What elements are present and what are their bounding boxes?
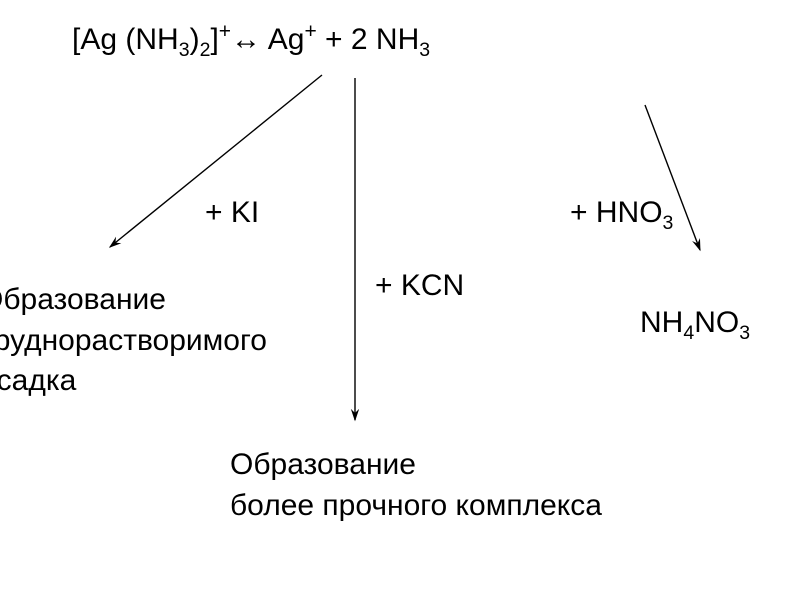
product-nh-sub: 3	[419, 39, 430, 61]
hno3-sub3: 3	[663, 212, 674, 234]
nh4-sub4: 4	[683, 322, 694, 344]
equilibrium-arrow: ↔	[231, 23, 261, 56]
paren-open: (	[117, 23, 135, 56]
metal-ag: Ag	[80, 23, 117, 56]
ligand-sub-3: 3	[179, 39, 190, 61]
label-complex-l2: более прочного комплекса	[230, 486, 602, 527]
ligand-count-2: 2	[200, 39, 211, 61]
product-ag-charge: +	[304, 20, 316, 43]
no3-sub3: 3	[739, 322, 750, 344]
product-nh: NH	[376, 23, 419, 56]
product-ag: Ag	[268, 23, 305, 56]
label-complex-l1: Образование	[230, 445, 602, 486]
bracket-close: ]	[210, 23, 218, 56]
no3-no: NO	[694, 306, 739, 339]
complex-charge: +	[219, 20, 231, 43]
ligand-nh: NH	[135, 23, 178, 56]
reagent-hno3: + HNO3	[570, 195, 673, 231]
equation-complex: [Ag (NH3)2]+↔ Ag+ + 2 NH3	[72, 22, 430, 58]
hno3-h: H	[596, 196, 618, 229]
paren-close: )	[190, 23, 200, 56]
label-precipitate: Образование труднорастворимого осадка	[0, 280, 267, 402]
nh4-nh: NH	[640, 306, 683, 339]
label-stronger-complex: Образование более прочного комплекса	[230, 445, 602, 526]
reagent-kcn: + KCN	[375, 268, 464, 304]
diagram-canvas: [Ag (NH3)2]+↔ Ag+ + 2 NH3 + KI + KCN + H…	[0, 0, 800, 600]
reagent-ki: + KI	[205, 195, 259, 231]
plus-2: + 2	[317, 23, 376, 56]
hno3-plus: +	[570, 196, 596, 229]
label-precipitate-l2: труднорастворимого	[0, 321, 267, 362]
hno3-no: NO	[618, 196, 663, 229]
label-precipitate-l3: осадка	[0, 361, 267, 402]
label-precipitate-l1: Образование	[0, 280, 267, 321]
product-nh4no3: NH4NO3	[640, 305, 750, 341]
space	[261, 23, 268, 56]
